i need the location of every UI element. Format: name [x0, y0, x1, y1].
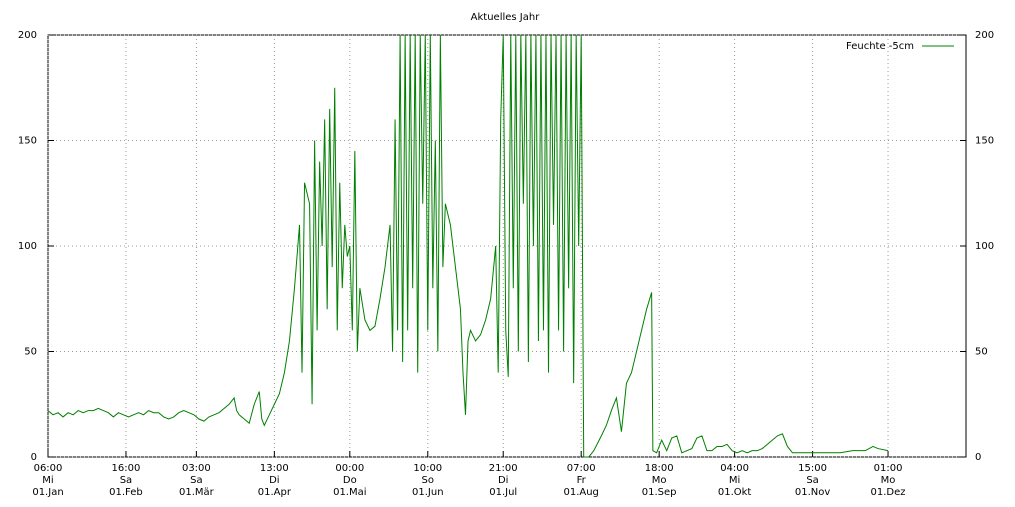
x-tick-label: 15:00 Sa 01.Nov: [794, 463, 831, 498]
chart-title: Aktuelles Jahr: [471, 12, 541, 23]
x-tick-label: 03:00 Sa 01.Mär: [178, 463, 214, 498]
x-tick-label: 13:00 Di 01.Apr: [257, 463, 291, 498]
x-tick-label: 21:00 Di 01.Jul: [488, 463, 518, 498]
x-tick-label: 18:00 Mo 01.Sep: [641, 463, 677, 498]
x-tick-label: 06:00 Mi 01.Jan: [32, 463, 64, 498]
data-line: [47, 34, 889, 458]
y-tick-label: 150: [18, 136, 37, 147]
legend-label: Feuchte -5cm: [846, 41, 914, 52]
y2-tick-label: 150: [975, 136, 994, 147]
y-tick-label: 0: [31, 452, 37, 463]
x-tick-label: 00:00 Do 01.Mai: [333, 463, 367, 498]
y2-tick-label: 100: [975, 241, 994, 252]
y-tick-label: 100: [18, 241, 37, 252]
x-tick-label: 16:00 Sa 01.Feb: [109, 463, 143, 498]
y-tick-label: 200: [18, 30, 37, 41]
y2-tick-label: 200: [975, 30, 994, 41]
x-tick-label: 10:00 So 01.Jun: [412, 463, 444, 498]
y-tick-label: 50: [24, 347, 37, 358]
y2-tick-label: 0: [975, 452, 981, 463]
x-tick-label: 01:00 Mo 01.Dez: [870, 463, 906, 498]
y2-tick-label: 50: [975, 347, 988, 358]
x-tick-label: 07:00 Fr 01.Aug: [563, 463, 599, 498]
x-tick-label: 04:00 Mi 01.Okt: [717, 463, 752, 498]
